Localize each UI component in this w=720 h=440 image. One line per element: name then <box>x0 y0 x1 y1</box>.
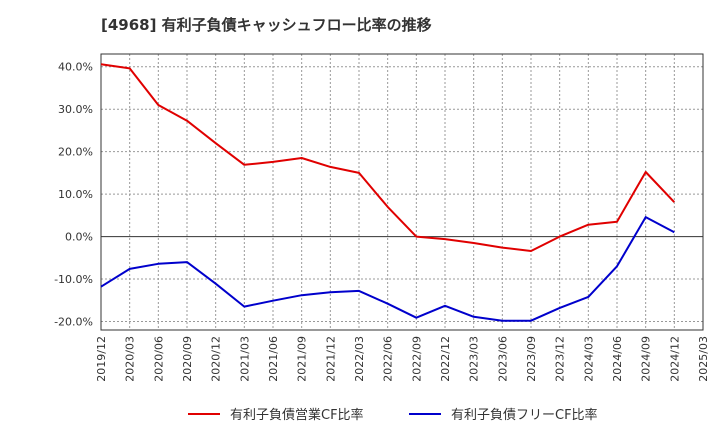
x-tick-label: 2024/03 <box>582 336 595 382</box>
y-tick-label: 40.0% <box>58 61 93 74</box>
x-tick-label: 2020/03 <box>124 336 137 382</box>
x-tick-label: 2022/03 <box>353 336 366 382</box>
plot-background <box>101 54 703 330</box>
x-tick-label: 2024/09 <box>640 336 653 382</box>
x-tick-label: 2025/03 <box>697 336 710 382</box>
legend-label-2: 有利子負債フリーCF比率 <box>451 407 598 423</box>
series-line-2 <box>100 216 675 322</box>
x-tick-label: 2023/12 <box>554 336 567 382</box>
legend-label-1: 有利子負債営業CF比率 <box>230 407 364 423</box>
x-tick-label: 2021/12 <box>324 336 337 382</box>
x-tick-label: 2022/09 <box>410 336 423 382</box>
x-tick-label: 2021/09 <box>296 336 309 382</box>
y-tick-label: -10.0% <box>54 273 93 286</box>
x-tick-label: 2020/12 <box>210 336 223 382</box>
y-tick-label: -20.0% <box>54 316 93 329</box>
x-tick-label: 2021/06 <box>267 336 280 382</box>
chart-title: [4968] 有利子負債キャッシュフロー比率の推移 <box>101 16 432 34</box>
x-tick-label: 2021/03 <box>238 336 251 382</box>
plot-border <box>100 53 704 331</box>
x-tick-label: 2024/06 <box>611 336 624 382</box>
y-tick-label: 10.0% <box>58 188 93 201</box>
x-tick-label: 2024/12 <box>668 336 681 382</box>
x-tick-label: 2022/12 <box>439 336 452 382</box>
x-tick-label: 2020/06 <box>152 336 165 382</box>
y-tick-label: 30.0% <box>58 103 93 116</box>
x-tick-label: 2020/09 <box>181 336 194 382</box>
x-tick-label: 2022/06 <box>382 336 395 382</box>
y-tick-label: 0.0% <box>65 231 93 244</box>
series-line-1 <box>100 63 676 252</box>
x-tick-label: 2023/06 <box>496 336 509 382</box>
x-tick-label: 2023/09 <box>525 336 538 382</box>
x-tick-label: 2019/12 <box>95 336 108 382</box>
y-tick-label: 20.0% <box>58 146 93 159</box>
x-tick-label: 2023/03 <box>468 336 481 382</box>
